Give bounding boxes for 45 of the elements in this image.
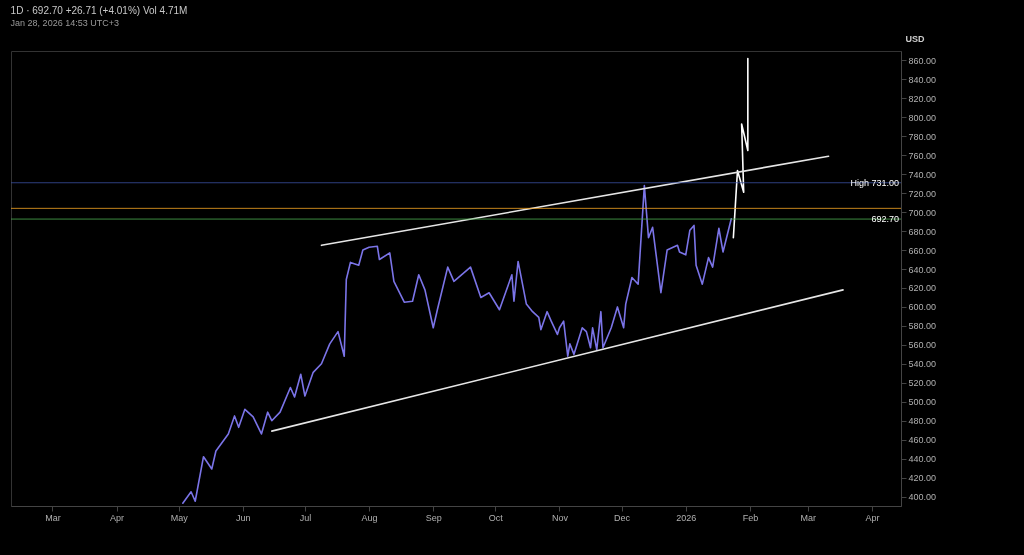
y-tick-label: 840.00	[908, 74, 937, 85]
x-tick-label: Apr	[110, 512, 125, 523]
y-tick-label: 800.00	[908, 112, 937, 123]
x-tick-label: Jul	[299, 512, 312, 523]
y-tick-label: 400.00	[908, 492, 937, 503]
y-tick-label: 500.00	[908, 397, 937, 408]
line-series	[181, 184, 733, 504]
chart-subtitle: Jan 28, 2026 14:53 UTC+3	[10, 18, 119, 28]
y-tick-label: 620.00	[908, 283, 937, 294]
x-tick-label: Mar	[800, 512, 817, 523]
y-tick-label: 740.00	[908, 169, 937, 180]
x-tick-label: Jun	[236, 512, 251, 523]
x-tick-label: Feb	[742, 512, 759, 523]
x-tick-label: Apr	[865, 512, 880, 523]
y-tick-label: 540.00	[908, 359, 937, 370]
x-tick-label: Oct	[488, 512, 504, 523]
ref-line-label: 692.70	[871, 214, 899, 225]
x-tick-label: 2026	[676, 512, 697, 523]
y-tick-label: 580.00	[908, 321, 937, 332]
y-tick-label: 700.00	[908, 207, 937, 218]
y-tick-label: 520.00	[908, 378, 937, 389]
ref-line-label: High 731.00	[850, 177, 899, 188]
chart-title: 1D · 692.70 +26.71 (+4.01%) Vol 4.71M	[10, 5, 188, 16]
y-tick-label: 600.00	[908, 302, 937, 313]
y-tick-label: 640.00	[908, 264, 937, 275]
y-tick-label: 460.00	[908, 435, 937, 446]
y-tick-label: 820.00	[908, 93, 937, 104]
y-tick-label: 660.00	[908, 245, 937, 256]
x-tick-label: Sep	[425, 512, 442, 523]
x-tick-label: Aug	[361, 512, 378, 523]
y-tick-label: 720.00	[908, 188, 937, 199]
y-tick-label: 560.00	[908, 340, 937, 351]
y-tick-label: 780.00	[908, 131, 937, 142]
x-tick-label: Nov	[551, 512, 569, 523]
y-axis-title: USD	[905, 33, 925, 44]
y-tick-label: 760.00	[908, 150, 937, 161]
y-tick-label: 420.00	[908, 473, 937, 484]
y-tick-label: 480.00	[908, 416, 937, 427]
y-tick-label: 440.00	[908, 454, 937, 465]
line-series	[732, 57, 749, 239]
y-tick-label: 680.00	[908, 226, 937, 237]
y-tick-label: 860.00	[908, 55, 937, 66]
x-tick-label: Mar	[45, 512, 61, 523]
x-tick-label: Dec	[614, 512, 631, 523]
x-tick-label: May	[170, 512, 189, 523]
